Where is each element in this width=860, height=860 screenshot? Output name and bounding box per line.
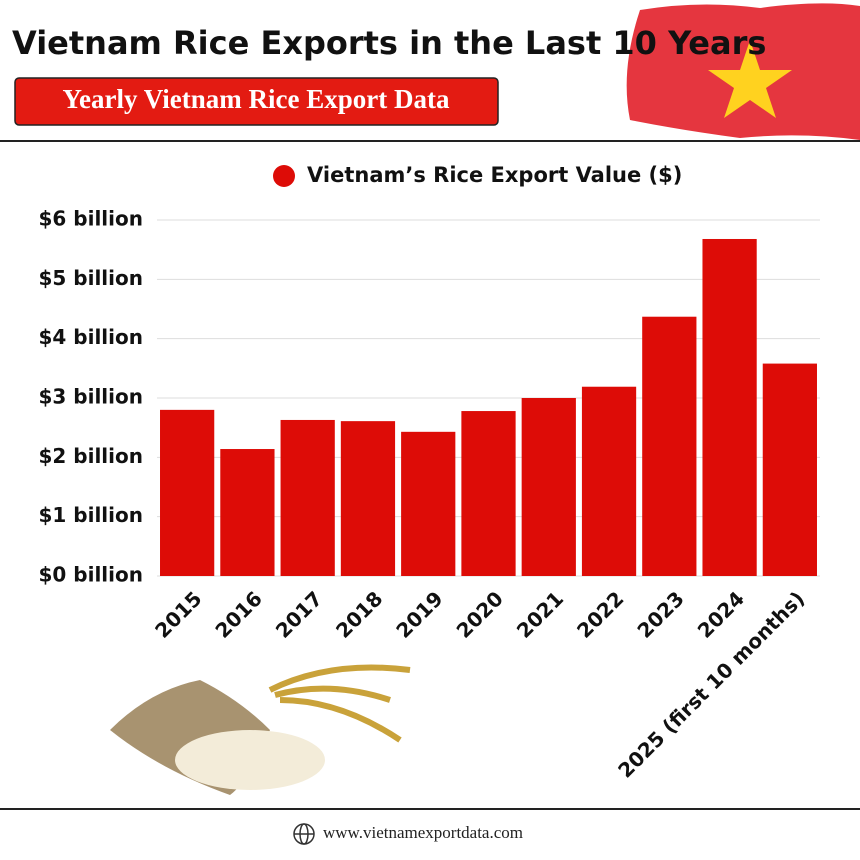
bar — [702, 238, 757, 576]
legend-label: Vietnam’s Rice Export Value ($) — [307, 163, 682, 187]
y-tick-label: $2 billion — [38, 444, 143, 468]
y-tick-label: $5 billion — [38, 266, 143, 290]
x-tick-label: 2018 — [331, 586, 387, 642]
subtitle-box — [14, 77, 499, 126]
rice-illustration — [110, 664, 411, 795]
chart-title: Vietnam Rice Exports in the Last 10 Year… — [12, 24, 766, 62]
x-tick-label: 2016 — [210, 586, 266, 642]
bar — [581, 386, 637, 576]
y-tick-label: $0 billion — [38, 563, 143, 587]
bar — [220, 449, 275, 576]
bar — [401, 431, 456, 576]
x-tick-label: 2017 — [271, 586, 327, 642]
bar — [461, 411, 516, 576]
bar — [642, 316, 697, 576]
legend-marker — [273, 165, 295, 187]
globe-icon — [293, 823, 315, 845]
bar — [280, 419, 335, 576]
bar — [340, 421, 396, 576]
x-tick-label: 2020 — [452, 586, 508, 642]
bar — [160, 409, 215, 576]
flag-decoration — [626, 3, 860, 140]
x-tick-label: 2023 — [632, 586, 688, 642]
footer-url: www.vietnamexportdata.com — [323, 823, 523, 842]
x-tick-label: 2024 — [693, 586, 749, 642]
bar — [762, 363, 817, 576]
chart-subtitle: Yearly Vietnam Rice Export Data — [63, 84, 450, 114]
x-tick-label: 2021 — [512, 586, 568, 642]
y-tick-label: $4 billion — [38, 325, 143, 349]
x-tick-label: 2019 — [391, 586, 447, 642]
x-tick-label: 2015 — [150, 586, 206, 642]
x-tick-label: 2022 — [572, 586, 628, 642]
y-tick-label: $3 billion — [38, 385, 143, 409]
bar — [521, 398, 576, 576]
y-tick-label: $6 billion — [38, 207, 143, 231]
y-tick-label: $1 billion — [38, 503, 143, 527]
